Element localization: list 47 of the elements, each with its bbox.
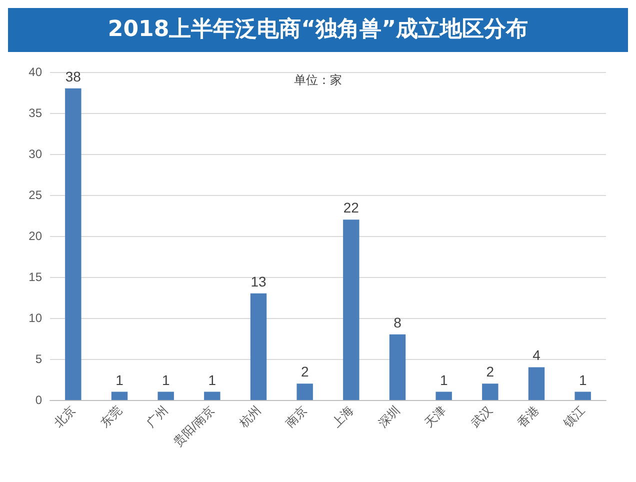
chart-title: 2018上半年泛电商“独角兽”成立地区分布 (8, 8, 628, 52)
data-label: 1 (116, 372, 124, 388)
x-tick-label: 北京 (51, 403, 78, 430)
bar (343, 220, 360, 400)
y-tick-label: 30 (28, 147, 42, 161)
bar (482, 384, 498, 400)
data-label: 38 (65, 68, 82, 84)
x-tick-label: 上海 (329, 403, 356, 430)
x-tick-label: 广州 (144, 403, 171, 430)
data-label: 1 (162, 372, 170, 388)
y-tick-label: 5 (35, 352, 42, 366)
bar (296, 384, 313, 400)
bar (158, 392, 174, 400)
x-tick-label: 东莞 (98, 403, 124, 430)
data-label: 2 (300, 364, 309, 380)
bar (65, 88, 82, 400)
x-tick-label: 南京 (282, 403, 310, 430)
data-label: 22 (343, 200, 360, 216)
x-tick-label: 深圳 (376, 403, 402, 430)
x-tick-label: 武汉 (468, 403, 496, 430)
y-tick-label: 35 (28, 106, 42, 120)
x-tick-label: 天津 (422, 403, 449, 430)
annotation: 单位：家 (294, 73, 342, 87)
x-tick-label: 贵阳/南京 (170, 403, 218, 450)
data-label: 13 (250, 273, 266, 290)
bar (250, 293, 267, 400)
x-tick-label: 杭州 (236, 403, 264, 431)
data-label: 1 (440, 372, 448, 388)
bar (436, 392, 452, 400)
bar (528, 367, 545, 400)
bar (389, 334, 406, 400)
x-tick-label: 镇江 (560, 403, 588, 431)
bar (574, 392, 591, 400)
y-tick-label: 10 (28, 311, 42, 325)
x-tick-label: 香港 (514, 403, 542, 430)
y-tick-label: 25 (28, 188, 42, 202)
data-label: 2 (486, 364, 494, 380)
data-label: 1 (208, 372, 216, 388)
y-tick-label: 40 (28, 65, 42, 79)
y-tick-label: 20 (28, 229, 42, 243)
data-label: 1 (578, 372, 587, 388)
y-tick-label: 15 (28, 270, 42, 284)
bar (111, 392, 128, 400)
bar (204, 392, 220, 400)
data-label: 8 (394, 314, 402, 330)
data-label: 4 (532, 347, 541, 364)
y-tick-label: 0 (35, 393, 42, 407)
